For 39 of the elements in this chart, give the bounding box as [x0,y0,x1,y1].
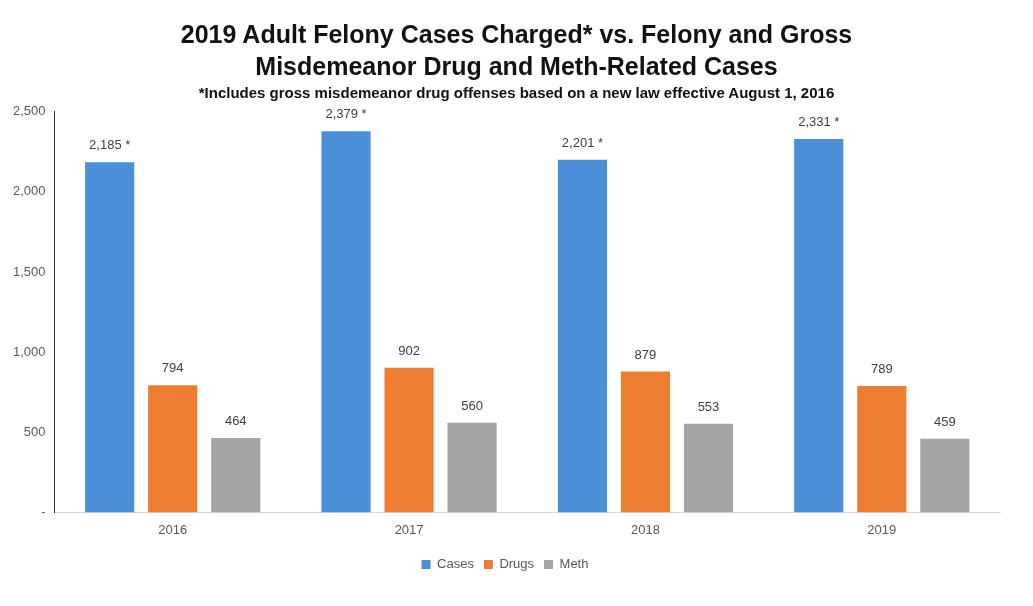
legend-label: Meth [559,556,589,572]
data-label: 553 [697,398,720,414]
data-label: 2,185 * [89,137,131,153]
data-label: 2,379 * [325,106,367,122]
y-tick-label: 1,000 [12,343,46,359]
y-tick-label: - [41,503,46,519]
bar [620,371,671,513]
x-tick-label: 2017 [394,521,424,537]
bar [321,131,371,513]
bar [384,367,434,513]
data-label: 879 [634,346,657,362]
bar [683,423,734,513]
data-label: 794 [161,360,184,376]
legend-label: Drugs [499,556,535,572]
y-tick-label: 2,500 [12,103,46,119]
y-tick-label: 500 [23,423,46,439]
y-tick-label: 2,000 [12,183,46,199]
bar [447,422,497,513]
data-label: 902 [398,342,420,358]
bar [920,438,970,513]
chart-title: 2019 Adult Felony Cases Charged* vs. Felony and Gross Misdemeanor Drug and Meth-Related Cases [179,19,854,82]
data-label: 789 [870,361,893,377]
data-label: 2,201 * [561,134,604,150]
x-tick-label: 2018 [630,521,660,537]
bar [557,159,607,513]
bar [148,385,198,513]
bar [85,162,135,513]
x-tick-label: 2016 [158,521,188,537]
bar [211,438,261,513]
bar [857,385,907,513]
legend-label: Cases [437,556,475,572]
x-tick-label: 2019 [867,521,897,537]
y-tick-label: 1,500 [12,263,46,279]
data-label: 560 [461,397,483,413]
chart-subtitle: *Includes gross misdemeanor drug offenses based on a new law effective August 1, 2016 [197,84,836,101]
data-label: 459 [934,413,956,429]
data-label: 2,331 * [798,113,840,129]
bar [794,138,844,513]
data-label: 464 [224,413,247,429]
